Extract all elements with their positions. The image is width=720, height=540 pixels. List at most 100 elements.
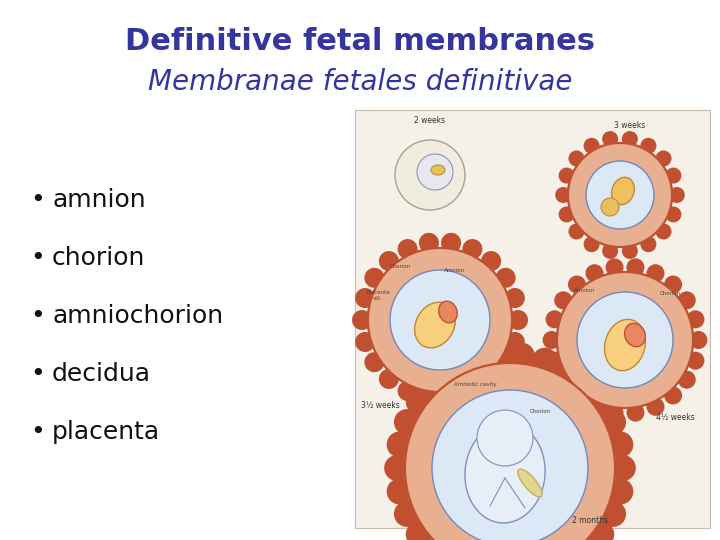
Circle shape: [485, 343, 511, 369]
Circle shape: [406, 389, 432, 415]
Circle shape: [569, 151, 585, 166]
Circle shape: [622, 131, 638, 147]
Circle shape: [543, 331, 561, 349]
Circle shape: [664, 275, 682, 294]
Circle shape: [554, 370, 572, 389]
Circle shape: [394, 501, 420, 527]
Text: 2 weeks: 2 weeks: [415, 116, 446, 125]
Text: •: •: [30, 188, 45, 212]
Text: 3 weeks: 3 weeks: [614, 121, 646, 130]
Circle shape: [405, 363, 615, 540]
Text: amnion: amnion: [52, 188, 145, 212]
Circle shape: [405, 363, 615, 540]
Circle shape: [655, 151, 672, 166]
Circle shape: [686, 310, 704, 328]
Circle shape: [554, 291, 572, 309]
Circle shape: [600, 501, 626, 527]
Circle shape: [546, 310, 564, 328]
Circle shape: [394, 409, 420, 435]
Ellipse shape: [438, 301, 457, 323]
Circle shape: [640, 138, 657, 154]
Circle shape: [406, 521, 432, 540]
Circle shape: [462, 348, 488, 374]
Circle shape: [509, 343, 535, 369]
Circle shape: [477, 410, 533, 466]
Circle shape: [432, 390, 588, 540]
Text: •: •: [30, 304, 45, 328]
Circle shape: [665, 167, 681, 184]
Circle shape: [568, 387, 586, 404]
Circle shape: [505, 288, 525, 308]
Circle shape: [600, 409, 626, 435]
Circle shape: [559, 167, 575, 184]
Circle shape: [626, 404, 644, 422]
Circle shape: [601, 198, 619, 216]
Circle shape: [395, 140, 465, 210]
Circle shape: [686, 352, 704, 370]
Text: amniochorion: amniochorion: [52, 304, 223, 328]
Circle shape: [352, 310, 372, 330]
Text: Amnion: Amnion: [444, 268, 466, 273]
Circle shape: [379, 251, 399, 271]
Circle shape: [390, 270, 490, 370]
Circle shape: [664, 387, 682, 404]
Circle shape: [462, 239, 482, 259]
FancyBboxPatch shape: [355, 110, 710, 528]
Circle shape: [602, 243, 618, 259]
Circle shape: [387, 431, 413, 457]
Text: chorion: chorion: [52, 246, 145, 270]
Circle shape: [364, 268, 384, 288]
Circle shape: [577, 292, 673, 388]
Circle shape: [678, 291, 696, 309]
Circle shape: [505, 332, 525, 352]
Circle shape: [441, 387, 461, 407]
Circle shape: [379, 369, 399, 389]
Text: Placenta
vill.: Placenta vill.: [366, 290, 390, 301]
Circle shape: [462, 381, 482, 401]
Circle shape: [481, 251, 501, 271]
Circle shape: [588, 521, 614, 540]
Ellipse shape: [415, 302, 455, 348]
Circle shape: [572, 539, 598, 540]
Circle shape: [397, 239, 418, 259]
Circle shape: [355, 332, 375, 352]
Circle shape: [555, 187, 571, 203]
Circle shape: [626, 258, 644, 276]
Circle shape: [647, 264, 665, 282]
Circle shape: [481, 369, 501, 389]
Circle shape: [608, 478, 634, 504]
Circle shape: [606, 404, 624, 422]
Circle shape: [622, 243, 638, 259]
Text: Amniotic cavity: Amniotic cavity: [454, 382, 496, 387]
Circle shape: [495, 268, 516, 288]
Circle shape: [419, 233, 439, 253]
Circle shape: [546, 352, 564, 370]
Text: Amnion: Amnion: [575, 288, 595, 293]
Circle shape: [508, 310, 528, 330]
Text: decidua: decidua: [52, 362, 151, 386]
Circle shape: [608, 431, 634, 457]
Circle shape: [419, 387, 439, 407]
Circle shape: [397, 381, 418, 401]
Text: Definitive fetal membranes: Definitive fetal membranes: [125, 28, 595, 57]
Circle shape: [368, 248, 512, 392]
Circle shape: [568, 143, 672, 247]
Circle shape: [387, 478, 413, 504]
Ellipse shape: [611, 177, 634, 205]
Circle shape: [588, 389, 614, 415]
Circle shape: [647, 398, 665, 416]
Circle shape: [417, 154, 453, 190]
Circle shape: [384, 455, 410, 481]
Circle shape: [568, 143, 672, 247]
Text: Chorion: Chorion: [529, 409, 551, 414]
Circle shape: [640, 236, 657, 252]
Circle shape: [554, 357, 580, 383]
Text: Membranae fetales definitivae: Membranae fetales definitivae: [148, 68, 572, 96]
Circle shape: [606, 258, 624, 276]
Circle shape: [610, 455, 636, 481]
Circle shape: [557, 272, 693, 408]
Circle shape: [572, 371, 598, 397]
Circle shape: [441, 357, 467, 383]
Circle shape: [655, 224, 672, 240]
Circle shape: [602, 131, 618, 147]
